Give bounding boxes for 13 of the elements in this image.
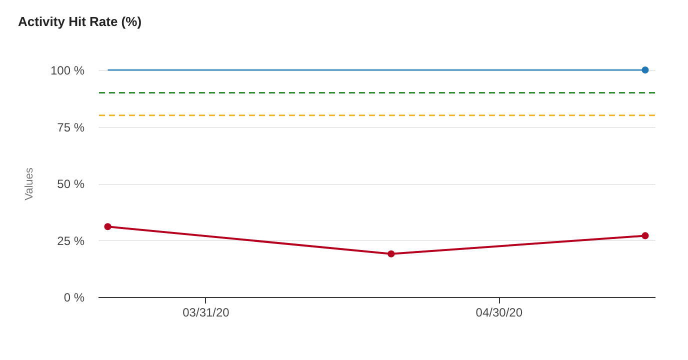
x-tick-label: 03/31/20 <box>182 306 230 320</box>
x-tick-label: 04/30/20 <box>476 306 523 320</box>
chart-title: Activity Hit Rate (%) <box>18 14 142 29</box>
point <box>642 232 649 240</box>
y-tick-label: 50 % <box>57 177 85 191</box>
y-tick-label: 75 % <box>57 120 85 134</box>
y-axis-title: Values <box>23 167 36 200</box>
y-tick-label: 0 % <box>64 290 85 304</box>
point <box>642 66 649 74</box>
y-tick-label: 100 % <box>50 64 85 78</box>
y-tick-label: 25 % <box>57 234 85 248</box>
point <box>104 223 112 230</box>
point <box>388 250 395 258</box>
